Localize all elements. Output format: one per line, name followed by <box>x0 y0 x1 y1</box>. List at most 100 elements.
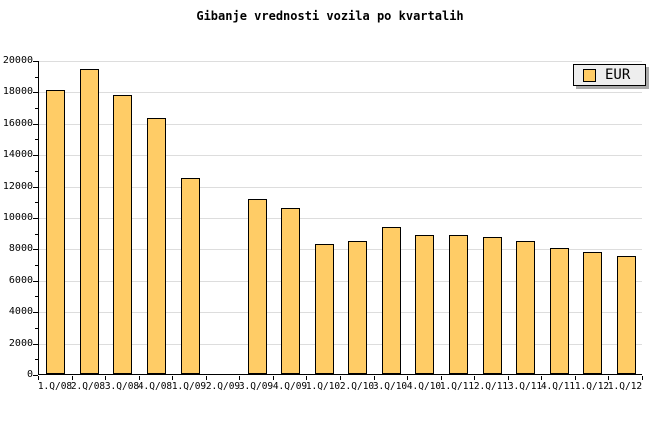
y-axis-tick-label: 14000 <box>2 149 33 160</box>
gridline <box>39 92 642 93</box>
y-axis-minor-tick <box>35 171 38 172</box>
y-axis-tick-label: 8000 <box>8 243 33 254</box>
x-axis-tick <box>38 376 39 380</box>
y-axis-tick <box>33 375 38 376</box>
y-axis-minor-tick <box>35 234 38 235</box>
gridline <box>39 124 642 125</box>
y-axis-tick <box>33 124 38 125</box>
bar <box>617 256 636 374</box>
y-axis-minor-tick <box>35 328 38 329</box>
y-axis-tick-label: 18000 <box>2 86 33 97</box>
x-axis-tick <box>474 376 475 380</box>
x-axis-tick <box>306 376 307 380</box>
y-axis-minor-tick <box>35 202 38 203</box>
x-axis-tick <box>105 376 106 380</box>
x-axis-tick <box>273 376 274 380</box>
bar <box>113 95 132 374</box>
legend: EUR <box>573 64 646 86</box>
y-axis-tick <box>33 155 38 156</box>
y-axis-tick-label: 6000 <box>8 275 33 286</box>
bar <box>80 69 99 374</box>
y-axis-tick <box>33 187 38 188</box>
y-axis-minor-tick <box>35 265 38 266</box>
bar <box>315 244 334 374</box>
x-axis-tick <box>608 376 609 380</box>
gridline <box>39 344 642 345</box>
y-axis-minor-tick <box>35 108 38 109</box>
bar <box>181 178 200 374</box>
gridline <box>39 61 642 62</box>
legend-label: EUR <box>605 67 631 83</box>
x-axis-tick <box>575 376 576 380</box>
legend-swatch <box>583 68 596 82</box>
y-axis-tick <box>33 312 38 313</box>
y-axis-tick-label: 20000 <box>2 55 33 66</box>
y-axis-tick <box>33 344 38 345</box>
bar <box>348 241 367 374</box>
x-axis-label: 3.Q/10 <box>372 381 408 392</box>
y-axis-minor-tick <box>35 77 38 78</box>
y-axis-tick <box>33 61 38 62</box>
x-axis-label: 2.Q/09 <box>205 381 241 392</box>
bar <box>483 237 502 374</box>
y-axis-tick-label: 16000 <box>2 118 33 129</box>
y-axis-minor-tick <box>35 139 38 140</box>
bar <box>415 235 434 374</box>
x-axis-label: 4.Q/09 <box>272 381 308 392</box>
x-axis-label: 1.Q/09 <box>171 381 207 392</box>
bar <box>46 90 65 374</box>
x-axis-tick <box>72 376 73 380</box>
gridline <box>39 155 642 156</box>
bar <box>449 235 468 374</box>
x-axis-label: 2.Q/10 <box>339 381 375 392</box>
y-axis-tick <box>33 218 38 219</box>
bar <box>281 208 300 374</box>
bar <box>147 118 166 374</box>
x-axis-tick <box>441 376 442 380</box>
gridline <box>39 218 642 219</box>
x-axis-tick <box>139 376 140 380</box>
x-axis-label: 4.Q/10 <box>406 381 442 392</box>
gridline <box>39 249 642 250</box>
x-axis-label: 2.Q/11 <box>473 381 509 392</box>
y-axis-tick-label: 2000 <box>8 338 33 349</box>
x-axis-label: 3.Q/08 <box>104 381 140 392</box>
bar <box>516 241 535 374</box>
x-axis-tick <box>407 376 408 380</box>
y-axis-minor-tick <box>35 359 38 360</box>
x-axis-label: 1.Q/10 <box>305 381 341 392</box>
x-axis-label: 3.Q/09 <box>238 381 274 392</box>
bar <box>382 227 401 374</box>
x-axis-tick <box>541 376 542 380</box>
y-axis-tick <box>33 92 38 93</box>
y-axis-tick <box>33 281 38 282</box>
y-axis-tick-label: 4000 <box>8 306 33 317</box>
gridline <box>39 312 642 313</box>
chart-title: Gibanje vrednosti vozila po kvartalih <box>196 9 464 23</box>
x-axis-tick <box>642 376 643 380</box>
x-axis-tick <box>239 376 240 380</box>
x-axis-label: 2.Q/08 <box>70 381 106 392</box>
x-axis-label: 1.Q/12 <box>574 381 610 392</box>
x-axis-label: 1.Q/12 <box>607 381 643 392</box>
bar <box>583 252 602 374</box>
y-axis-tick-label: 0 <box>26 369 33 380</box>
y-axis-tick <box>33 249 38 250</box>
x-axis-label: 4.Q/11 <box>540 381 576 392</box>
bar <box>550 248 569 374</box>
x-axis-label: 1.Q/08 <box>37 381 73 392</box>
x-axis-tick <box>340 376 341 380</box>
x-axis-tick <box>508 376 509 380</box>
y-axis-tick-label: 10000 <box>2 212 33 223</box>
bar <box>248 199 267 374</box>
gridline <box>39 187 642 188</box>
x-axis-label: 4.Q/08 <box>137 381 173 392</box>
y-axis-tick-label: 12000 <box>2 181 33 192</box>
x-axis-label: 1.Q/11 <box>439 381 475 392</box>
plot-area <box>38 61 642 375</box>
x-axis-tick <box>206 376 207 380</box>
gridline <box>39 281 642 282</box>
x-axis-tick <box>374 376 375 380</box>
x-axis-tick <box>172 376 173 380</box>
